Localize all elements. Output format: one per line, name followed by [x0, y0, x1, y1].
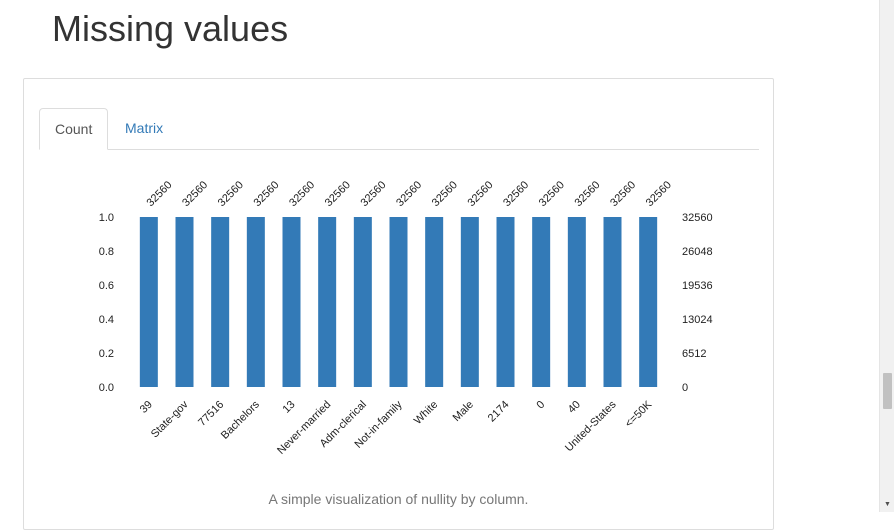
y-tick-label-right: 13024 — [682, 314, 713, 326]
bar-count-label: 32560 — [537, 179, 567, 209]
bar — [353, 217, 372, 387]
x-tick-label: Male — [451, 399, 476, 424]
y-tick-label-left: 0.8 — [99, 246, 114, 258]
bar-count-label: 32560 — [216, 179, 246, 209]
bar-count-label: 32560 — [358, 179, 388, 209]
bar-count-label: 32560 — [180, 179, 210, 209]
bar — [639, 217, 658, 387]
y-tick-label-left: 1.0 — [99, 212, 114, 224]
y-tick-label-right: 6512 — [682, 348, 706, 360]
y-tick-label-right: 26048 — [682, 246, 713, 258]
scrollbar-thumb[interactable] — [883, 373, 892, 409]
nullity-count-bar-chart: 32560 39 32560 State-gov 32560 77516 32560 Bach… — [99, 179, 713, 457]
x-tick-label: 0 — [534, 399, 547, 412]
bar-count-label: 32560 — [430, 179, 460, 209]
x-tick-label: <=50K — [623, 398, 655, 430]
bar-count-label: 32560 — [323, 179, 353, 209]
x-tick-label: Bachelors — [219, 398, 262, 441]
bar-count-label: 32560 — [501, 179, 531, 209]
missing-values-panel: Count Matrix 32560 39 32560 State-gov 32560 7… — [23, 78, 774, 530]
x-tick-label: 2174 — [486, 399, 512, 425]
vertical-scrollbar[interactable]: ▼ — [879, 0, 894, 512]
bar — [175, 217, 194, 387]
tab-count[interactable]: Count — [39, 108, 109, 150]
scroll-down-arrow-icon[interactable]: ▼ — [884, 501, 891, 508]
bar-count-label: 32560 — [608, 179, 638, 209]
bar-count-label: 32560 — [465, 179, 495, 209]
x-tick-label: 40 — [566, 399, 583, 416]
x-tick-label: 13 — [280, 399, 297, 416]
y-tick-label-left: 0.0 — [99, 382, 114, 394]
chart-caption: A simple visualization of nullity by col… — [268, 491, 529, 507]
bar — [318, 217, 337, 387]
bar-count-label: 32560 — [644, 179, 674, 209]
bar — [389, 217, 408, 387]
bar — [496, 217, 515, 387]
y-tick-label-right: 19536 — [682, 280, 713, 292]
bar — [211, 217, 230, 387]
bar — [567, 217, 586, 387]
y-tick-label-left: 0.6 — [99, 280, 114, 292]
bar — [139, 217, 158, 387]
x-tick-label: State-gov — [149, 398, 191, 440]
y-tick-label-left: 0.2 — [99, 348, 114, 360]
x-tick-label: White — [412, 399, 440, 427]
bar-count-label: 32560 — [394, 179, 424, 209]
y-tick-label-right: 0 — [682, 382, 688, 394]
x-tick-label: 77516 — [196, 399, 226, 429]
bar — [603, 217, 622, 387]
tab-matrix[interactable]: Matrix — [125, 120, 164, 136]
tab-bar: Count Matrix — [39, 108, 759, 150]
bar-count-label: 32560 — [287, 179, 317, 209]
bar — [460, 217, 479, 387]
x-tick-label: 39 — [138, 399, 155, 416]
y-tick-label-left: 0.4 — [99, 314, 114, 326]
page-title: Missing values — [52, 8, 289, 49]
bar-count-label: 32560 — [144, 179, 174, 209]
bar-count-label: 32560 — [251, 179, 281, 209]
y-tick-label-right: 32560 — [682, 212, 713, 224]
bar — [246, 217, 265, 387]
bar — [282, 217, 301, 387]
bar — [425, 217, 444, 387]
bar-count-label: 32560 — [572, 179, 602, 209]
bar — [532, 217, 551, 387]
